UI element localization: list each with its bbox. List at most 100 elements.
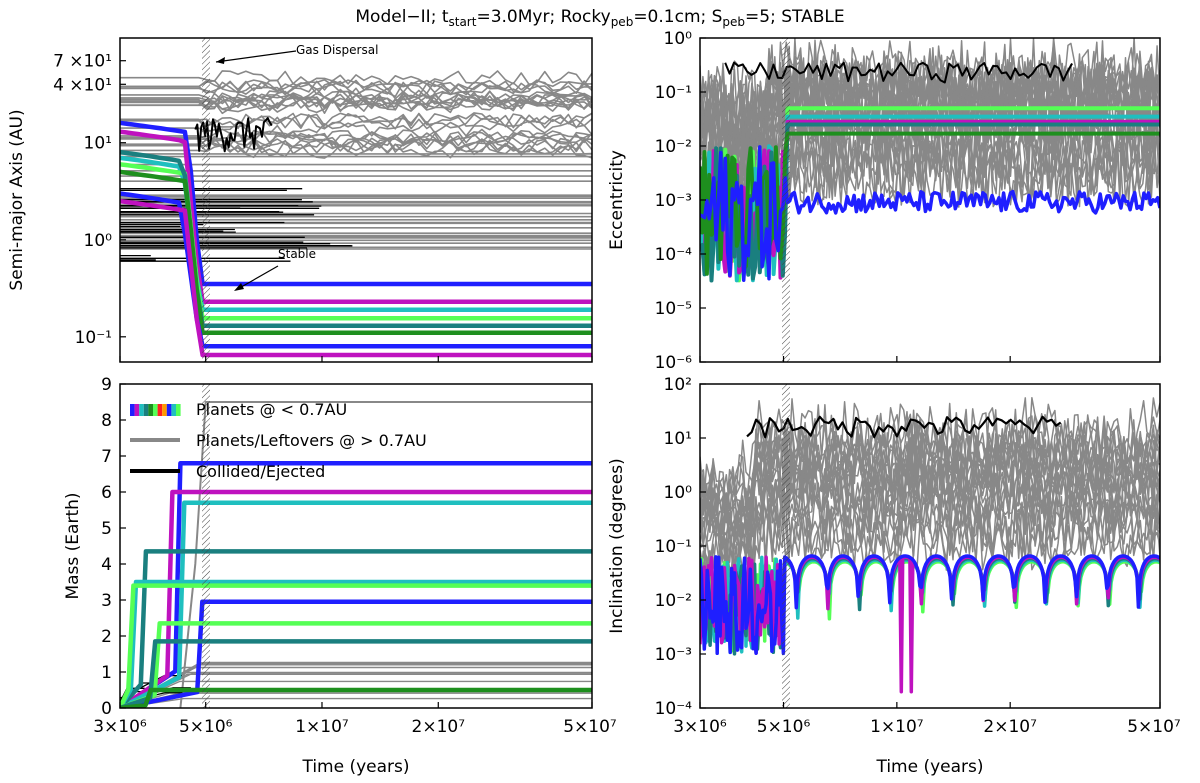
planet-mass-teal2: [120, 639, 592, 708]
annotation-gas-dispersal: Gas Dispersal: [296, 43, 378, 57]
ytick-label: 10⁻⁴: [655, 245, 693, 265]
ytick-label: 10⁻⁶: [655, 353, 693, 373]
planet-ecc-green: [700, 131, 1160, 276]
ytick-label: 10⁻⁴: [655, 699, 693, 719]
gray-orbit-line: [120, 92, 592, 109]
ytick-label: 10⁻²: [655, 137, 692, 157]
panel-inclination: 10² 10¹ 10⁰ 10⁻¹ 10⁻² 10⁻³ 10⁻⁴3×10⁶ 5×10⁶ 1×10⁷…: [607, 375, 1181, 777]
legend-swatch-stripe: [176, 404, 181, 416]
legend-swatch-stripe: [153, 404, 158, 416]
planet-mass-blue2: [120, 599, 592, 708]
ytick-label: 10⁰: [664, 29, 693, 49]
panel-mass: 0 1 2 3 4 5 6 7 8 9 3×10⁶ 5×10⁶ 1×10⁷ 2×10⁷ 5×10⁷ Mass…: [63, 375, 617, 777]
panel-eccentricity: 10⁰ 10⁻¹ 10⁻² 10⁻³ 10⁻⁴ 10⁻⁵ 10⁻⁶ Eccentricity: [607, 29, 1161, 373]
gray-orbit-line: [120, 70, 592, 86]
gray-inc-line: [700, 458, 1160, 566]
gray-inc-line: [700, 430, 1160, 531]
ytick-label: 10⁻¹: [655, 537, 692, 557]
planet-mass-green: [120, 687, 592, 708]
gas-dispersal-band-3: [202, 384, 210, 708]
legend-planets-inner: Planets @ < 0.7AU: [196, 400, 347, 419]
planet-track-magenta: [120, 129, 592, 304]
planet-inc-track: [700, 554, 1160, 656]
legend-collided: Collided/Ejected: [196, 462, 325, 481]
ytick-label: 0: [101, 699, 112, 719]
ytick-label: 7: [101, 447, 112, 467]
gray-orbit-line: [120, 113, 592, 130]
xtick-label: 3×10⁶: [93, 717, 147, 737]
xtick-label: 5×10⁷: [563, 717, 617, 737]
gray-inc-line: [700, 433, 1160, 535]
legend-swatch-stripe: [162, 404, 167, 416]
ytick-label: 8: [101, 411, 112, 431]
planet-mass-teal: [120, 549, 592, 708]
collided-inc-line: [746, 415, 1062, 439]
planet-ecc-blue: [700, 145, 1160, 282]
legend-planets-outer: Planets/Leftovers @ > 0.7AU: [196, 431, 427, 450]
gray-orbit-line: [120, 79, 592, 96]
legend-swatch-stripe: [166, 404, 172, 416]
xtick-label: 2×10⁷: [983, 717, 1037, 737]
ytick-label: 5: [101, 519, 112, 539]
ytick-label: 2: [101, 627, 112, 647]
legend-swatch-stripe: [148, 404, 153, 416]
gray-orbit-line: [120, 112, 592, 129]
gray-ecc-line: [700, 64, 1160, 166]
gas-dispersal-band: [202, 38, 210, 362]
figure-title: Model−II; tstart=3.0Myr; Rockypeb=0.1cm;…: [355, 7, 844, 29]
ytick-label: 10⁻³: [655, 645, 692, 665]
ytick-label: 4 ×10¹: [53, 75, 112, 95]
annotation-stable: Stable: [278, 247, 316, 261]
ytick-label: 10¹: [84, 134, 112, 154]
legend-swatch-stripe: [157, 404, 163, 416]
ylabel-inclination: Inclination (degrees): [607, 458, 627, 633]
ytick-label: 10²: [664, 375, 692, 395]
ytick-label: 10⁻³: [655, 191, 692, 211]
planet-mass-lightgreen: [120, 583, 592, 708]
ytick-label: 10⁻²: [655, 591, 692, 611]
gas-dispersal-band-4: [782, 384, 790, 708]
gray-mass-big: [179, 401, 592, 708]
ylabel-mass: Mass (Earth): [63, 492, 83, 599]
xtick-label: 5×10⁶: [757, 717, 811, 737]
xtick-label: 2×10⁷: [412, 717, 466, 737]
legend-swatch-stripe: [143, 404, 149, 416]
ytick-label: 10⁰: [664, 483, 693, 503]
ytick-label: 10¹: [664, 429, 692, 449]
xtick-label: 5×10⁷: [1127, 717, 1181, 737]
xlabel-right: Time (years): [875, 757, 983, 777]
gray-orbit-line: [120, 87, 592, 104]
xtick-label: 5×10⁶: [179, 717, 233, 737]
ytick-label: 7 ×10¹: [53, 52, 112, 72]
ytick-label: 6: [101, 483, 112, 503]
xtick-label: 1×10⁷: [295, 717, 349, 737]
gray-ecc-line: [700, 118, 1160, 223]
planet-track-magenta2: [120, 198, 592, 358]
xtick-label: 1×10⁷: [870, 717, 924, 737]
legend-swatch-stripe: [130, 404, 135, 416]
ytick-label: 10⁰: [84, 231, 113, 251]
legend-swatch-stripe: [171, 404, 176, 416]
xlabel-left: Time (years): [301, 757, 409, 777]
ytick-label: 10⁻¹: [75, 328, 112, 348]
gray-inc-line: [700, 432, 1160, 529]
ylabel-semimajor: Semi-major Axis (AU): [7, 109, 27, 290]
ytick-label: 4: [101, 555, 112, 575]
planet-track-blue: [120, 120, 592, 287]
ytick-label: 10⁻¹: [655, 83, 692, 103]
gray-mass-line: [120, 697, 592, 708]
legend: Planets @ < 0.7AU Planets/Leftovers @ > …: [130, 400, 427, 481]
gas-dispersal-band-2: [782, 38, 790, 362]
gray-ecc-line: [700, 38, 1160, 142]
panel-semimajor-axis: 7 ×10¹ 4 ×10¹ 10¹ 10⁰ 10⁻¹ Semi-major Axis (…: [7, 37, 593, 363]
gray-mass-line: [120, 664, 592, 708]
planet-track-green: [120, 169, 592, 336]
ytick-label: 1: [101, 663, 112, 683]
gray-orbit-line: [120, 97, 592, 115]
legend-swatch-stripe: [134, 404, 140, 416]
xtick-label: 3×10⁶: [673, 717, 727, 737]
ytick-label: 3: [101, 591, 112, 611]
ytick-label: 10⁻⁵: [655, 299, 692, 319]
gray-orbit-line: [120, 120, 592, 137]
